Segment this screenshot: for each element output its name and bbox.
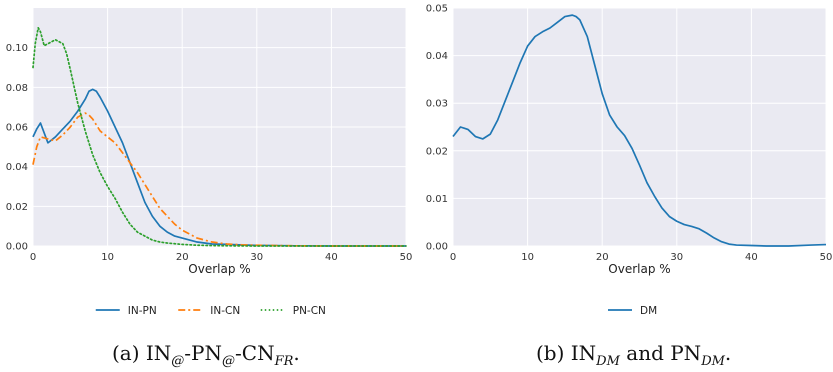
x-tick-label-b-4: 40 [745, 252, 758, 263]
y-tick-label-b-0: 0.00 [426, 242, 448, 253]
y-tick-labels-b: 0.00 0.01 0.02 0.03 0.04 0.05 [426, 4, 448, 253]
y-tick-label-b-4: 0.04 [426, 51, 448, 62]
y-tick-label-a-1: 0.02 [6, 202, 28, 213]
y-tick-label-a-4: 0.08 [6, 83, 28, 94]
y-tick-label-a-5: 0.10 [6, 43, 28, 54]
x-tick-label-b-3: 30 [670, 252, 683, 263]
y-tick-labels-a: 0.00 0.02 0.04 0.06 0.08 0.10 [6, 43, 28, 252]
caption-a-sub-2: @ [222, 354, 235, 369]
caption-b-sub-2: DM [700, 354, 725, 369]
caption-a-sub-3: FR [274, 354, 294, 369]
caption-b-mid-1: and PN [620, 341, 701, 365]
legend-b: DM [608, 305, 657, 317]
y-tick-label-a-3: 0.06 [6, 123, 28, 134]
chart-panel-a: 0.00 0.02 0.04 0.06 0.08 0.10 0 10 20 30 40 50 Ove… [6, 8, 413, 317]
caption-b-sub-1: DM [595, 354, 620, 369]
gridlines-a [32, 8, 407, 247]
plot-area-b [453, 8, 826, 246]
x-tick-label-a-3: 30 [250, 252, 263, 263]
x-tick-label-b-2: 20 [596, 252, 609, 263]
x-tick-label-a-4: 40 [325, 252, 338, 263]
legend-label-a-pn-cn: PN-CN [293, 305, 326, 317]
series-line-b-dm [452, 14, 827, 247]
x-tick-label-a-2: 20 [176, 252, 189, 263]
series-line-a-pn-cn [32, 26, 407, 247]
chart-panel-b: 0.00 0.01 0.02 0.03 0.04 0.05 0 10 20 30 40 50 Ove… [426, 4, 833, 318]
legend-a: IN-PN IN-CN PN-CN [95, 305, 326, 317]
x-axis-label-a: Overlap % [188, 262, 250, 276]
caption-a-suffix: . [293, 341, 299, 365]
y-tick-label-b-5: 0.05 [426, 4, 448, 15]
caption-a-prefix: (a) IN [112, 341, 171, 365]
caption-b-suffix: . [725, 341, 731, 365]
y-tick-label-b-2: 0.02 [426, 146, 448, 157]
x-tick-label-a-0: 0 [30, 252, 36, 263]
x-tick-label-b-1: 10 [521, 252, 534, 263]
caption-b: (b) INDM and PNDM. [536, 341, 731, 369]
series-lines-b [452, 14, 827, 247]
x-tick-label-a-5: 50 [400, 252, 413, 263]
legend-label-b-dm: DM [640, 305, 657, 317]
legend-label-a-in-cn: IN-CN [210, 305, 240, 317]
x-tick-labels-a: 0 10 20 30 40 50 [30, 252, 413, 263]
caption-a-mid-1: -PN [184, 341, 222, 365]
x-axis-label-b: Overlap % [608, 262, 670, 276]
x-tick-label-b-0: 0 [450, 252, 456, 263]
y-tick-label-b-1: 0.01 [426, 194, 448, 205]
x-tick-labels-b: 0 10 20 30 40 50 [450, 252, 833, 263]
series-lines-a [32, 26, 407, 247]
legend-label-a-in-pn: IN-PN [128, 305, 157, 317]
caption-a: (a) IN@-PN@-CNFR. [112, 341, 300, 369]
caption-a-mid-2: -CN [235, 341, 275, 365]
x-tick-label-a-1: 10 [101, 252, 114, 263]
series-line-a-in-pn [32, 88, 406, 247]
caption-b-prefix: (b) IN [536, 341, 596, 365]
y-tick-label-b-3: 0.03 [426, 99, 448, 110]
y-tick-label-a-0: 0.00 [6, 242, 28, 253]
y-tick-label-a-2: 0.04 [6, 162, 28, 173]
x-tick-label-b-5: 50 [820, 252, 833, 263]
caption-a-sub-1: @ [171, 354, 184, 369]
